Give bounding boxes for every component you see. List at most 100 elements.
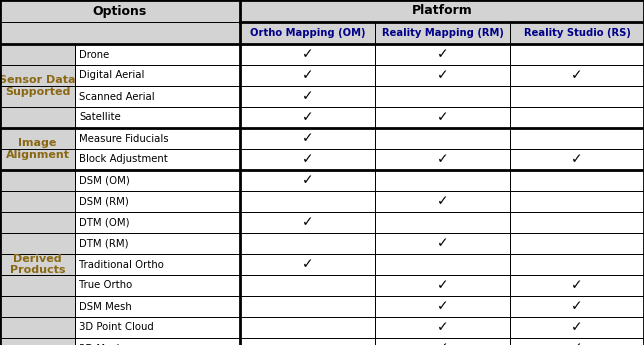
Bar <box>375 191 510 212</box>
Text: Reality Mapping (RM): Reality Mapping (RM) <box>381 28 504 38</box>
Bar <box>510 275 644 296</box>
Bar <box>75 149 240 170</box>
Bar <box>510 22 644 44</box>
Bar <box>510 65 644 86</box>
Text: Digital Aerial: Digital Aerial <box>79 70 144 80</box>
Bar <box>75 170 240 191</box>
Text: ✓: ✓ <box>301 174 314 187</box>
Bar <box>75 212 240 233</box>
Bar <box>375 149 510 170</box>
Text: Traditional Ortho: Traditional Ortho <box>79 259 164 269</box>
Bar <box>0 191 75 212</box>
Bar <box>510 107 644 128</box>
Text: DSM (OM): DSM (OM) <box>79 176 130 186</box>
Bar <box>375 65 510 86</box>
Text: True Ortho: True Ortho <box>79 280 132 290</box>
Text: ✓: ✓ <box>301 89 314 104</box>
Text: ✓: ✓ <box>571 152 583 167</box>
Text: Scanned Aerial: Scanned Aerial <box>79 91 155 101</box>
Text: DSM (RM): DSM (RM) <box>79 197 129 207</box>
Bar <box>0 212 75 233</box>
Bar <box>510 44 644 65</box>
Bar <box>240 44 375 65</box>
Bar <box>375 107 510 128</box>
Bar <box>75 338 240 345</box>
Bar <box>240 128 375 149</box>
Bar <box>375 212 510 233</box>
Bar <box>240 338 375 345</box>
Bar <box>240 212 375 233</box>
Bar <box>75 296 240 317</box>
Text: ✓: ✓ <box>301 152 314 167</box>
Text: ✓: ✓ <box>437 195 448 208</box>
Bar <box>240 317 375 338</box>
Bar <box>0 65 75 86</box>
Bar <box>75 233 240 254</box>
Text: Sensor Data
Supported: Sensor Data Supported <box>0 75 76 97</box>
Bar <box>240 149 375 170</box>
Text: ✓: ✓ <box>301 48 314 61</box>
Bar <box>510 233 644 254</box>
Text: ✓: ✓ <box>437 69 448 82</box>
Bar <box>510 128 644 149</box>
Text: DTM (RM): DTM (RM) <box>79 238 129 248</box>
Text: ✓: ✓ <box>437 342 448 345</box>
Text: ✓: ✓ <box>571 321 583 335</box>
Text: ✓: ✓ <box>437 48 448 61</box>
Bar <box>240 296 375 317</box>
Text: Ortho Mapping (OM): Ortho Mapping (OM) <box>250 28 365 38</box>
Bar <box>375 44 510 65</box>
Text: Drone: Drone <box>79 49 109 59</box>
Text: ✓: ✓ <box>301 69 314 82</box>
Text: Derived
Products: Derived Products <box>10 254 65 275</box>
Text: DSM Mesh: DSM Mesh <box>79 302 132 312</box>
Bar <box>510 149 644 170</box>
Text: Measure Fiducials: Measure Fiducials <box>79 134 169 144</box>
Bar <box>240 65 375 86</box>
Bar <box>240 107 375 128</box>
Text: ✓: ✓ <box>437 321 448 335</box>
Bar <box>510 296 644 317</box>
Text: Block Adjustment: Block Adjustment <box>79 155 168 165</box>
Text: ✓: ✓ <box>571 278 583 293</box>
Bar <box>0 149 75 170</box>
Bar <box>375 22 510 44</box>
Bar <box>0 317 75 338</box>
Bar <box>0 128 75 149</box>
Bar <box>75 44 240 65</box>
Bar <box>75 86 240 107</box>
Bar <box>240 170 375 191</box>
Bar <box>75 107 240 128</box>
Bar <box>75 191 240 212</box>
Bar <box>510 191 644 212</box>
Bar <box>240 275 375 296</box>
Text: Options: Options <box>93 4 147 18</box>
Bar <box>0 0 240 22</box>
Text: ✓: ✓ <box>301 110 314 125</box>
Bar <box>0 86 75 107</box>
Bar <box>75 317 240 338</box>
Bar <box>510 170 644 191</box>
Bar <box>510 317 644 338</box>
Bar <box>240 86 375 107</box>
Bar <box>240 233 375 254</box>
Text: Satellite: Satellite <box>79 112 120 122</box>
Text: ✓: ✓ <box>301 216 314 229</box>
Text: DTM (OM): DTM (OM) <box>79 217 129 227</box>
Bar <box>0 22 240 44</box>
Text: 3D Mesh: 3D Mesh <box>79 344 123 345</box>
Bar <box>375 128 510 149</box>
Text: ✓: ✓ <box>437 299 448 314</box>
Bar <box>375 296 510 317</box>
Bar <box>375 86 510 107</box>
Text: ✓: ✓ <box>437 110 448 125</box>
Bar <box>375 275 510 296</box>
Bar <box>75 65 240 86</box>
Text: ✓: ✓ <box>301 257 314 272</box>
Text: Image
Alignment: Image Alignment <box>6 138 70 160</box>
Bar <box>375 233 510 254</box>
Bar <box>510 338 644 345</box>
Bar <box>510 254 644 275</box>
Bar <box>0 44 75 65</box>
Text: ✓: ✓ <box>571 69 583 82</box>
